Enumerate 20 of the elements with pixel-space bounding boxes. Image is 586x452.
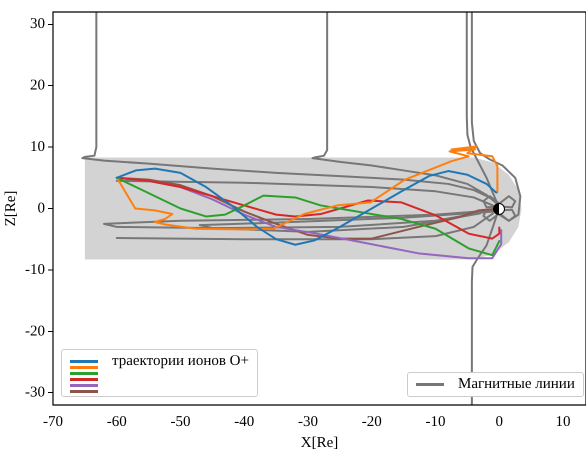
x-tick-label: -50 xyxy=(170,414,191,430)
y-tick-label: -10 xyxy=(24,262,45,278)
x-tick-label: -40 xyxy=(234,414,254,430)
y-tick-label: 0 xyxy=(37,200,45,216)
x-tick-label: -30 xyxy=(298,414,318,430)
legend-label: траектории ионов O+ xyxy=(112,353,249,370)
y-axis-title: Z[Re] xyxy=(2,190,19,226)
x-tick-label: -20 xyxy=(362,414,382,430)
y-tick-label: 30 xyxy=(30,16,45,32)
x-tick-label: -70 xyxy=(42,414,63,430)
x-tick-label: -60 xyxy=(106,414,127,430)
x-tick-label: 0 xyxy=(496,414,504,430)
y-tick-label: -20 xyxy=(24,323,45,340)
x-tick-label: 10 xyxy=(556,414,571,430)
legend-label: Магнитные линии xyxy=(458,376,575,393)
y-tick-label: 20 xyxy=(30,78,45,94)
x-tick-label: -10 xyxy=(426,414,446,430)
x-axis-title: X[Re] xyxy=(300,434,338,451)
y-tick-label: -30 xyxy=(24,384,45,401)
y-tick-label: 10 xyxy=(30,139,45,156)
